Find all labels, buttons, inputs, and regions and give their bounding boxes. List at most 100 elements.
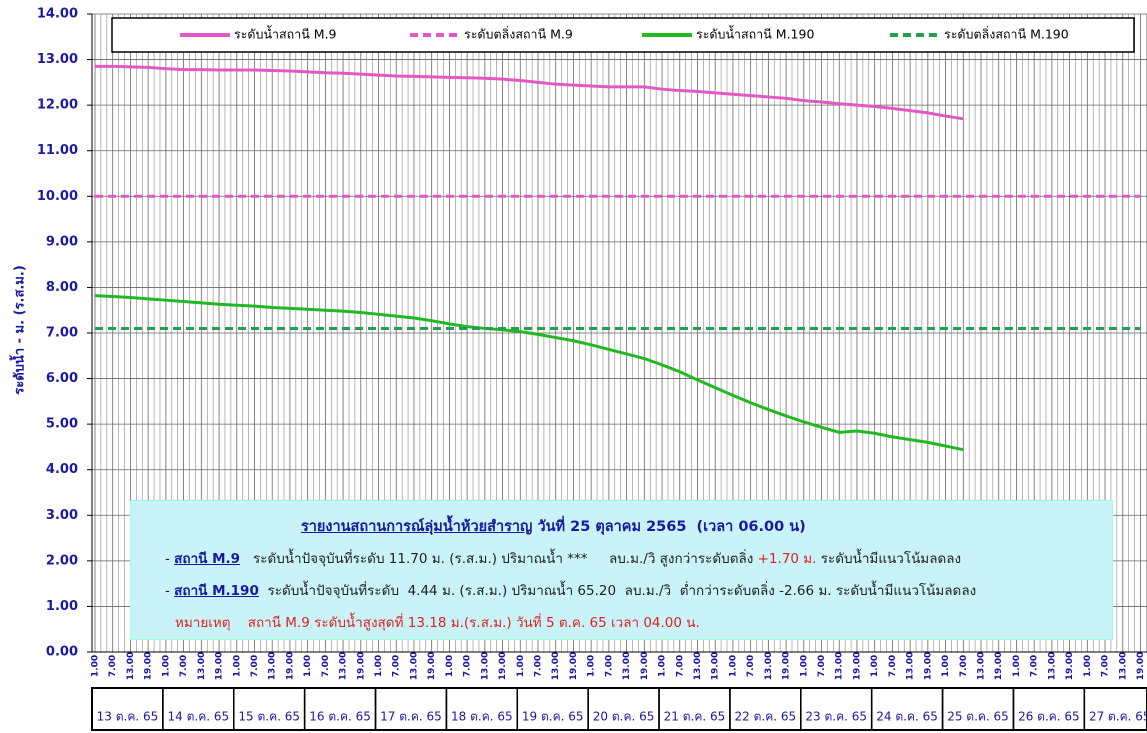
y-tick-label: 13.00	[37, 52, 78, 67]
x-tick-label: 19.00	[215, 652, 225, 680]
x-tick-label: 19.00	[427, 652, 437, 680]
report-note: หมายเหตุ สถานี M.9 ระดับน้ำสูงสุดที่ 13.…	[175, 611, 700, 633]
day-label: 13 ต.ค. 65	[97, 710, 159, 724]
legend-label: ระดับน้ำสถานี M.190	[696, 25, 814, 42]
y-tick-label: 12.00	[37, 98, 78, 113]
report-text: ระดับน้ำปัจจุบันที่ระดับ 4.44 ม. (ร.ส.ม.…	[267, 583, 977, 599]
x-tick-label: 7.00	[463, 655, 473, 677]
x-tick-label: 7.00	[250, 655, 260, 677]
x-tick-label: 1.00	[374, 655, 384, 677]
y-tick-label: 8.00	[46, 280, 78, 295]
y-tick-label: 1.00	[46, 599, 78, 614]
y-tick-label: 7.00	[46, 326, 78, 341]
x-tick-label: 13.00	[197, 652, 207, 680]
day-box	[1083, 687, 1147, 731]
x-tick-label: 7.00	[179, 655, 189, 677]
x-tick-label: 13.00	[764, 652, 774, 680]
station: สถานี M.190	[174, 583, 259, 599]
note-label: หมายเหตุ	[175, 615, 231, 631]
legend-label: ระดับตลิ่งสถานี M.9	[464, 26, 573, 42]
x-tick-label: 19.00	[1065, 652, 1075, 680]
report-box: รายงานสถานการณ์ลุ่มน้ำห้วยสำราญ วันที่ 2…	[130, 500, 1113, 640]
report-trend: ระดับน้ำมีแนวโน้มลดลง	[816, 551, 962, 567]
day-label: 27 ต.ค. 65	[1089, 710, 1147, 724]
x-tick-label: 7.00	[1030, 655, 1040, 677]
x-tick-label: 19.00	[356, 652, 366, 680]
report-diff: +1.70 ม.	[757, 551, 817, 567]
day-label: 17 ต.ค. 65	[380, 710, 442, 724]
y-tick-label: 0.00	[46, 645, 78, 660]
x-tick-label: 1.00	[870, 655, 880, 677]
y-tick-label: 3.00	[46, 508, 78, 523]
x-tick-label: 19.00	[923, 652, 933, 680]
x-tick-label: 13.00	[409, 652, 419, 680]
dash: -	[165, 551, 175, 567]
x-tick-label: 13.00	[977, 652, 987, 680]
y-tick-label: 11.00	[37, 143, 78, 158]
x-tick-label: 1.00	[941, 655, 951, 677]
report-heading: รายงานสถานการณ์ลุ่มน้ำห้วยสำราญ วันที่ 2…	[301, 515, 806, 538]
x-tick-label: 19.00	[144, 652, 154, 680]
x-tick-label: 13.00	[268, 652, 278, 680]
dash: -	[165, 583, 175, 599]
x-tick-label: 13.00	[126, 652, 136, 680]
x-tick-label: 13.00	[622, 652, 632, 680]
x-tick-label: 1.00	[232, 655, 242, 677]
x-tick-label: 7.00	[675, 655, 685, 677]
day-label: 15 ต.ค. 65	[238, 710, 300, 724]
x-tick-label: 1.00	[516, 655, 526, 677]
x-tick-label: 19.00	[569, 652, 579, 680]
report-date: วันที่ 25 ตุลาคม 2565 (เวลา 06.00 น)	[532, 519, 806, 535]
x-tick-label: 1.00	[91, 655, 101, 677]
x-tick-label: 13.00	[906, 652, 916, 680]
x-tick-label: 7.00	[817, 655, 827, 677]
x-tick-label: 19.00	[1136, 652, 1146, 680]
day-label: 24 ต.ค. 65	[876, 710, 938, 724]
report-line: - สถานี M.190 ระดับน้ำปัจจุบันที่ระดับ 4…	[165, 579, 976, 601]
x-tick-label: 13.00	[339, 652, 349, 680]
x-tick-label: 7.00	[108, 655, 118, 677]
report-text: ระดับน้ำปัจจุบันที่ระดับ 11.70 ม. (ร.ส.ม…	[252, 551, 758, 567]
y-tick-label: 9.00	[46, 234, 78, 249]
x-tick-label: 19.00	[285, 652, 295, 680]
x-tick-label: 19.00	[640, 652, 650, 680]
report-title: รายงานสถานการณ์ลุ่มน้ำห้วยสำราญ	[301, 519, 533, 535]
y-tick-label: 4.00	[46, 462, 78, 477]
y-tick-label: 2.00	[46, 553, 78, 568]
x-tick-label: 7.00	[1101, 655, 1111, 677]
x-tick-label: 7.00	[534, 655, 544, 677]
x-tick-label: 13.00	[693, 652, 703, 680]
x-tick-label: 7.00	[888, 655, 898, 677]
note-text: สถานี M.9 ระดับน้ำสูงสุดที่ 13.18 ม.(ร.ส…	[247, 615, 700, 631]
station: สถานี M.9	[174, 551, 241, 567]
y-tick-label: 5.00	[46, 417, 78, 432]
legend-label: ระดับตลิ่งสถานี M.190	[944, 26, 1069, 42]
legend-label: ระดับน้ำสถานี M.9	[234, 25, 337, 42]
x-tick-label: 1.00	[799, 655, 809, 677]
x-tick-label: 7.00	[321, 655, 331, 677]
x-tick-label: 13.00	[551, 652, 561, 680]
x-tick-label: 1.00	[1012, 655, 1022, 677]
x-tick-label: 19.00	[852, 652, 862, 680]
y-tick-label: 10.00	[37, 189, 78, 204]
day-label: 18 ต.ค. 65	[451, 710, 513, 724]
legend-box	[111, 17, 1135, 53]
x-tick-label: 19.00	[711, 652, 721, 680]
x-tick-label: 1.00	[161, 655, 171, 677]
x-tick-label: 19.00	[498, 652, 508, 680]
y-tick-label: 6.00	[46, 371, 78, 386]
day-label: 16 ต.ค. 65	[309, 710, 371, 724]
series-line	[95, 64, 964, 121]
x-tick-label: 1.00	[658, 655, 668, 677]
x-tick-label: 1.00	[728, 655, 738, 677]
x-tick-label: 19.00	[782, 652, 792, 680]
day-label: 25 ต.ค. 65	[947, 710, 1009, 724]
report-line: - สถานี M.9 ระดับน้ำปัจจุบันที่ระดับ 11.…	[165, 547, 961, 569]
day-label: 21 ต.ค. 65	[664, 710, 726, 724]
x-tick-label: 7.00	[392, 655, 402, 677]
day-label: 14 ต.ค. 65	[168, 710, 230, 724]
x-tick-label: 13.00	[835, 652, 845, 680]
x-tick-label: 13.00	[480, 652, 490, 680]
day-label: 23 ต.ค. 65	[805, 710, 867, 724]
